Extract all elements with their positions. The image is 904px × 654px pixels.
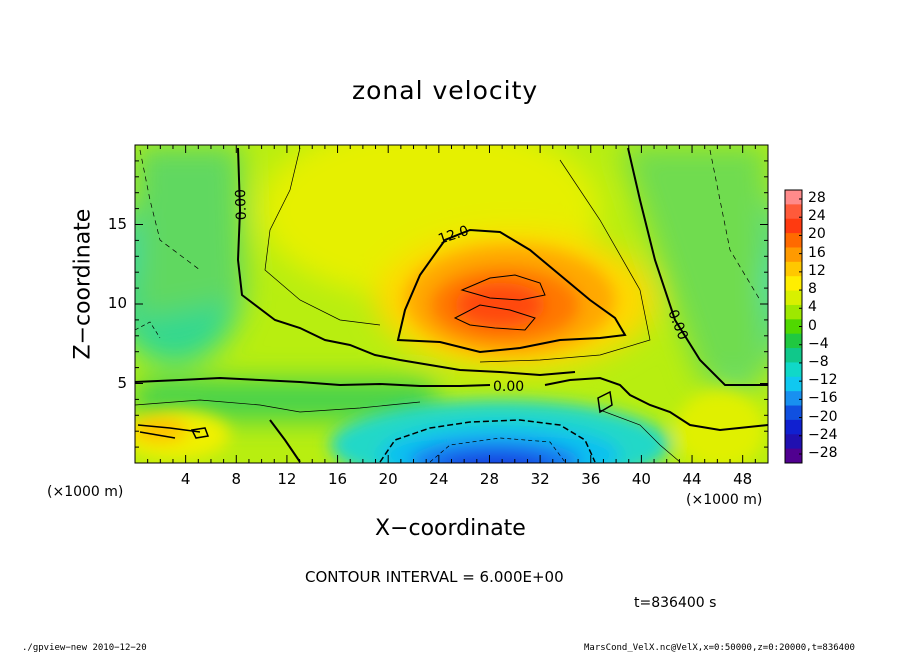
colorbar-swatch [785, 434, 802, 450]
colorbar-label: 0 [808, 317, 817, 334]
colorbar-swatch [785, 247, 802, 263]
x-tick-label: 12 [277, 470, 297, 488]
colorbar-swatch [785, 276, 802, 292]
x-tick-label: 32 [530, 470, 550, 488]
x-tick-label: 40 [631, 470, 651, 488]
x-tick-label: 16 [328, 470, 348, 488]
x-tick-label: 28 [479, 470, 500, 488]
x-axis-label: X−coordinate [375, 516, 526, 541]
colorbar-label: 12 [808, 262, 826, 279]
colorbar-label: 24 [808, 208, 826, 225]
colorbar-label: −24 [808, 426, 838, 443]
colorbar-label: 16 [808, 244, 826, 261]
contour-label-left: 0.00 [233, 189, 250, 221]
x-tick-label: 4 [180, 470, 191, 488]
contour-interval: CONTOUR INTERVAL = 6.000E+00 [305, 568, 564, 586]
colorbar-label: −8 [808, 353, 829, 370]
colorbar-label: −20 [808, 408, 838, 425]
colorbar-label: 8 [808, 281, 817, 298]
colorbar-swatch [785, 391, 802, 407]
colorbar-swatch [785, 419, 802, 435]
y-tick-label: 15 [107, 214, 127, 233]
colorbar-swatch [785, 190, 802, 205]
x-unit-left: (×1000 m) [47, 484, 124, 500]
y-tick-label: 5 [117, 373, 127, 392]
x-tick-label: 8 [231, 470, 242, 488]
colorbar-swatch [785, 405, 802, 421]
x-tick-label: 20 [378, 470, 398, 488]
time-label: t=836400 s [634, 595, 717, 611]
footer-left: ./gpview−new 2010−12−20 [22, 643, 147, 653]
colorbar-label: −16 [808, 390, 838, 407]
contour-label-mid: 0.00 [493, 379, 524, 395]
colorbar-label: 20 [808, 226, 826, 243]
colorbar-swatch [785, 233, 802, 248]
axis-ticks [135, 145, 768, 463]
colorbar-swatch [785, 448, 802, 464]
chart-title: zonal velocity [352, 76, 539, 105]
colorbar-label: −12 [808, 372, 838, 389]
colorbar-swatch [785, 362, 802, 378]
colorbar-label: −4 [808, 335, 829, 352]
colorbar-swatch [785, 319, 802, 335]
x-tick-label: 36 [581, 470, 601, 488]
colorbar-swatch [785, 290, 802, 306]
footer-right: MarsCond_VelX.nc@VelX,x=0:50000,z=0:2000… [584, 643, 855, 653]
colorbar [784, 189, 803, 464]
colorbar-label: 4 [808, 299, 817, 316]
colorbar-label: −28 [808, 445, 838, 461]
colorbar-swatch [785, 204, 802, 220]
x-tick-label: 24 [429, 470, 449, 488]
colorbar-swatch [785, 376, 802, 392]
colorbar-swatch [785, 261, 802, 277]
colorbar-swatch [785, 218, 802, 234]
heatmap-field: 0.00 12.0 0.00 0.00 [135, 145, 768, 463]
colorbar-swatch [785, 333, 802, 349]
x-tick-label: 44 [682, 470, 702, 488]
colorbar-swatch [785, 304, 802, 320]
colorbar-label: 28 [808, 190, 826, 206]
colorbar-swatch [785, 348, 802, 363]
x-tick-label: 48 [733, 470, 753, 488]
y-tick-label: 10 [107, 294, 127, 312]
x-unit-right: (×1000 m) [686, 492, 763, 508]
